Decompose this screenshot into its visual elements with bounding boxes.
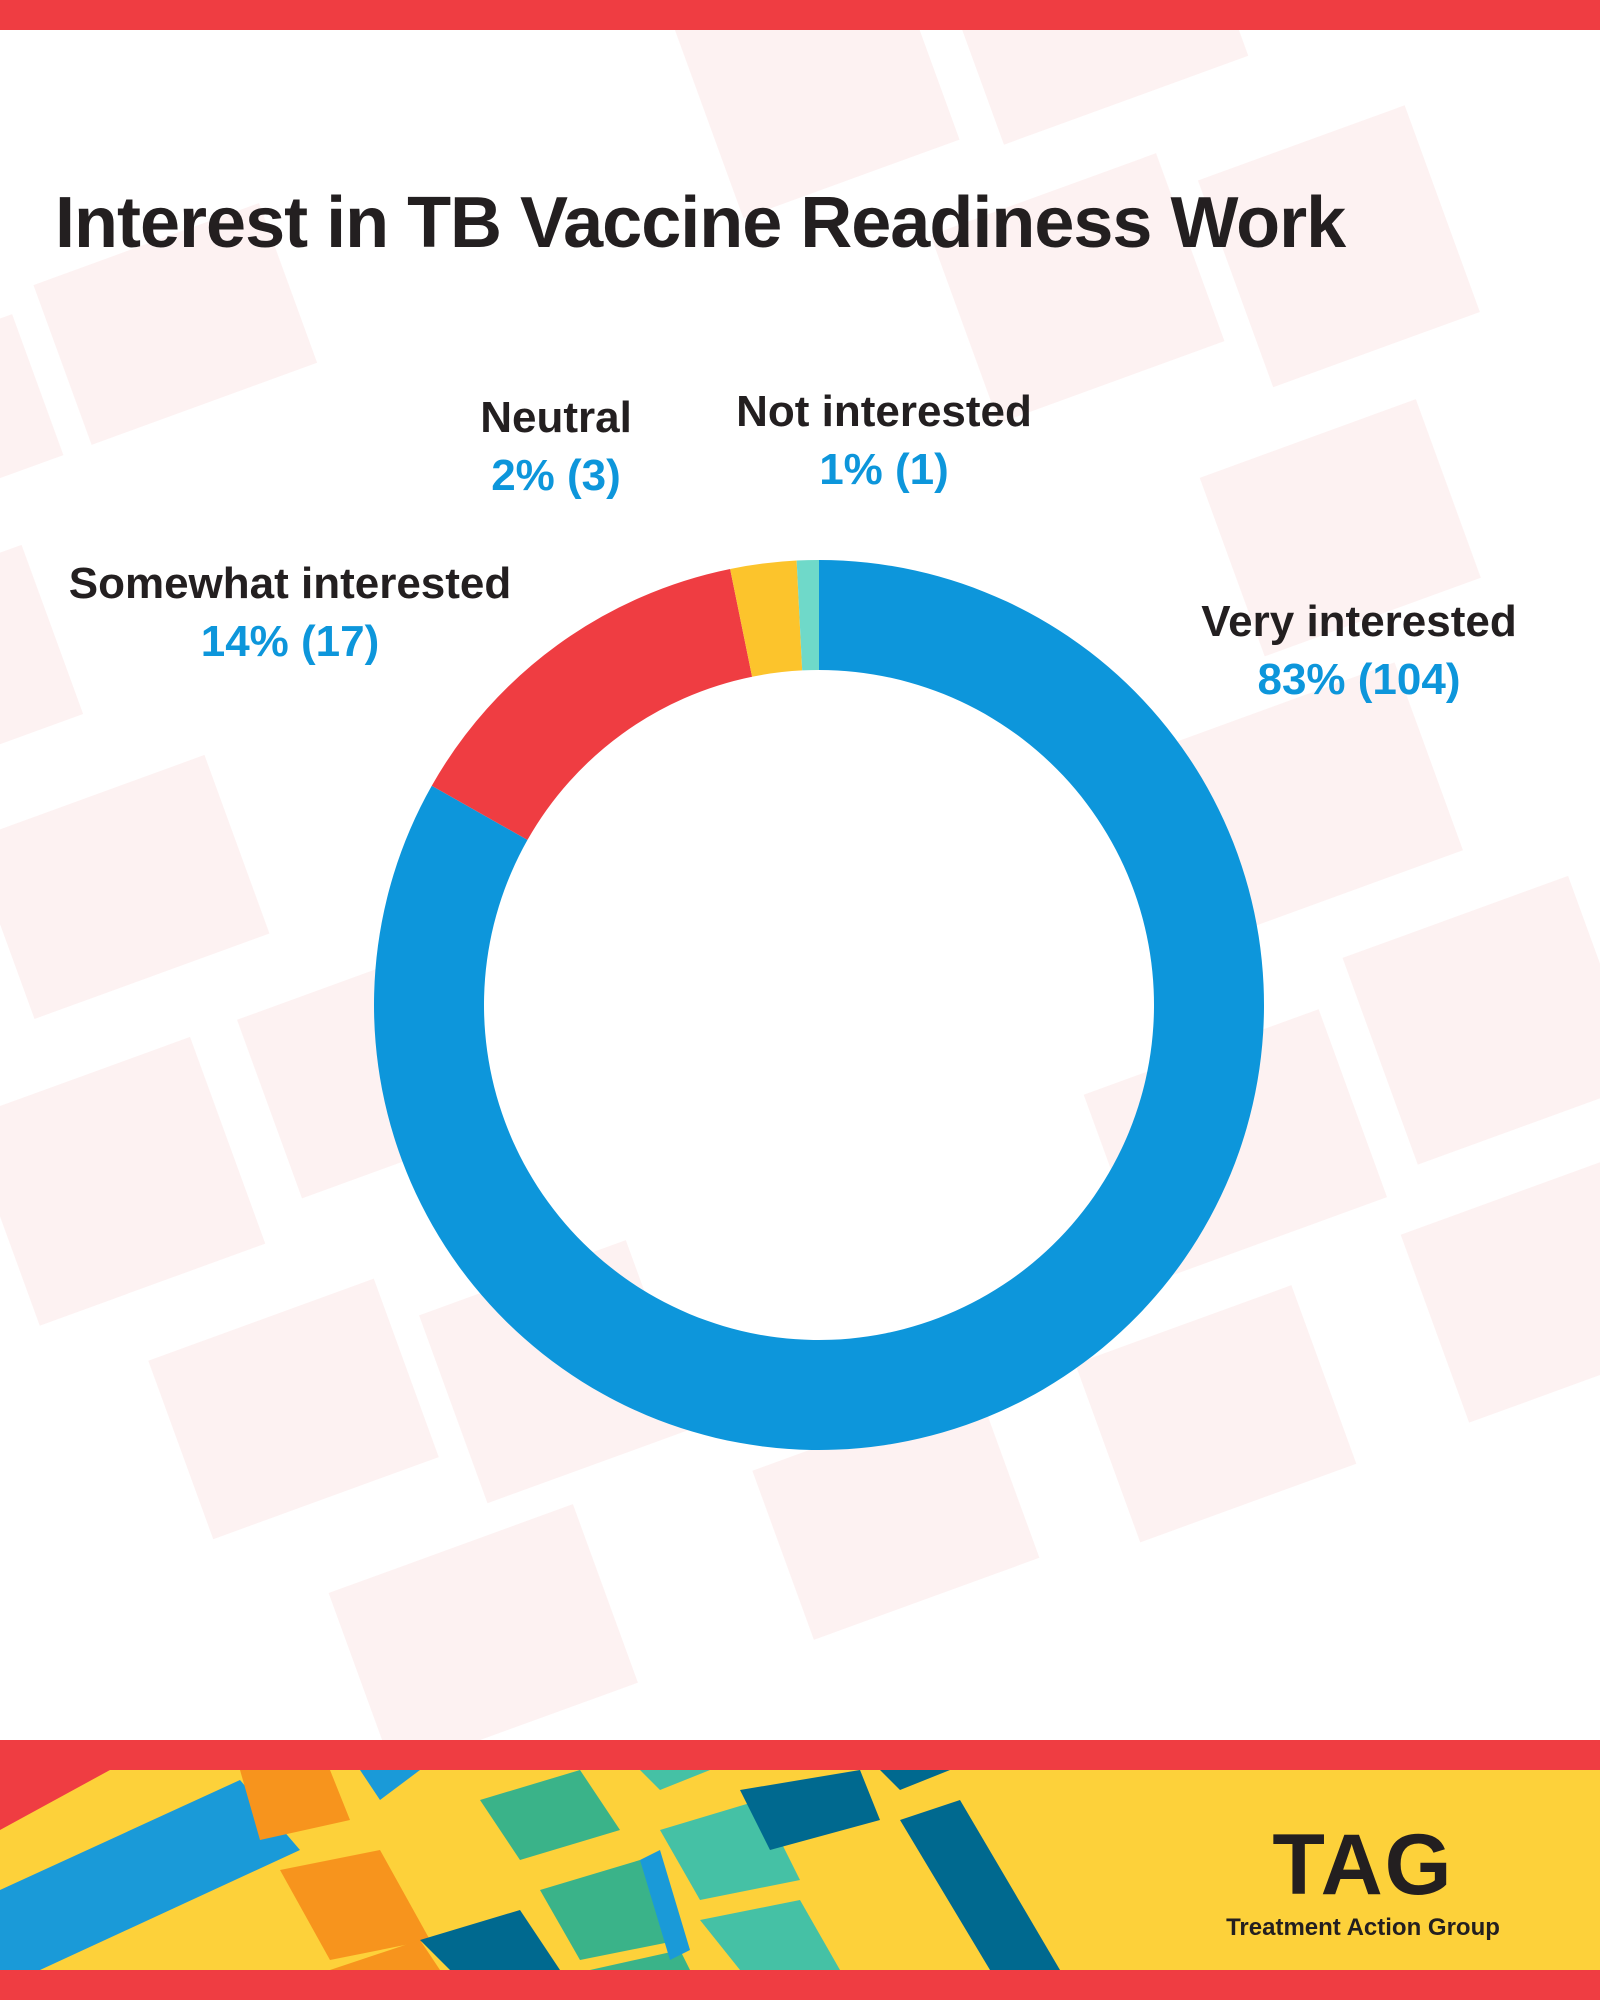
label-somewhat-interested: Somewhat interested 14% (17) (69, 562, 512, 664)
label-very-interested-name: Very interested (1201, 597, 1517, 646)
label-not-interested-name: Not interested (736, 387, 1032, 436)
label-not-interested-value: 1% (1) (819, 445, 949, 494)
label-somewhat-interested-name: Somewhat interested (68, 559, 512, 608)
label-very-interested: Very interested 83% (104) (1201, 600, 1517, 702)
donut-slice-somewhat-interested (431, 568, 753, 840)
top-accent-bar (0, 0, 1600, 30)
label-not-interested: Not interested 1% (1) (736, 390, 1032, 492)
tag-logo: TAG Treatment Action Group (1218, 1822, 1508, 1942)
chart-title: Interest in TB Vaccine Readiness Work (55, 183, 1346, 263)
label-somewhat-interested-value: 14% (17) (200, 617, 380, 666)
logo-mark: TAG (1272, 1817, 1454, 1913)
label-neutral: Neutral 2% (3) (480, 396, 632, 498)
label-very-interested-value: 83% (104) (1257, 655, 1461, 704)
footer-band (0, 1740, 1600, 2000)
label-neutral-value: 2% (3) (491, 451, 621, 500)
label-neutral-name: Neutral (480, 393, 632, 442)
donut-slice-neutral (730, 560, 803, 677)
logo-org-name: Treatment Action Group (1226, 1914, 1500, 1941)
donut-slice-not-interested (796, 560, 819, 671)
